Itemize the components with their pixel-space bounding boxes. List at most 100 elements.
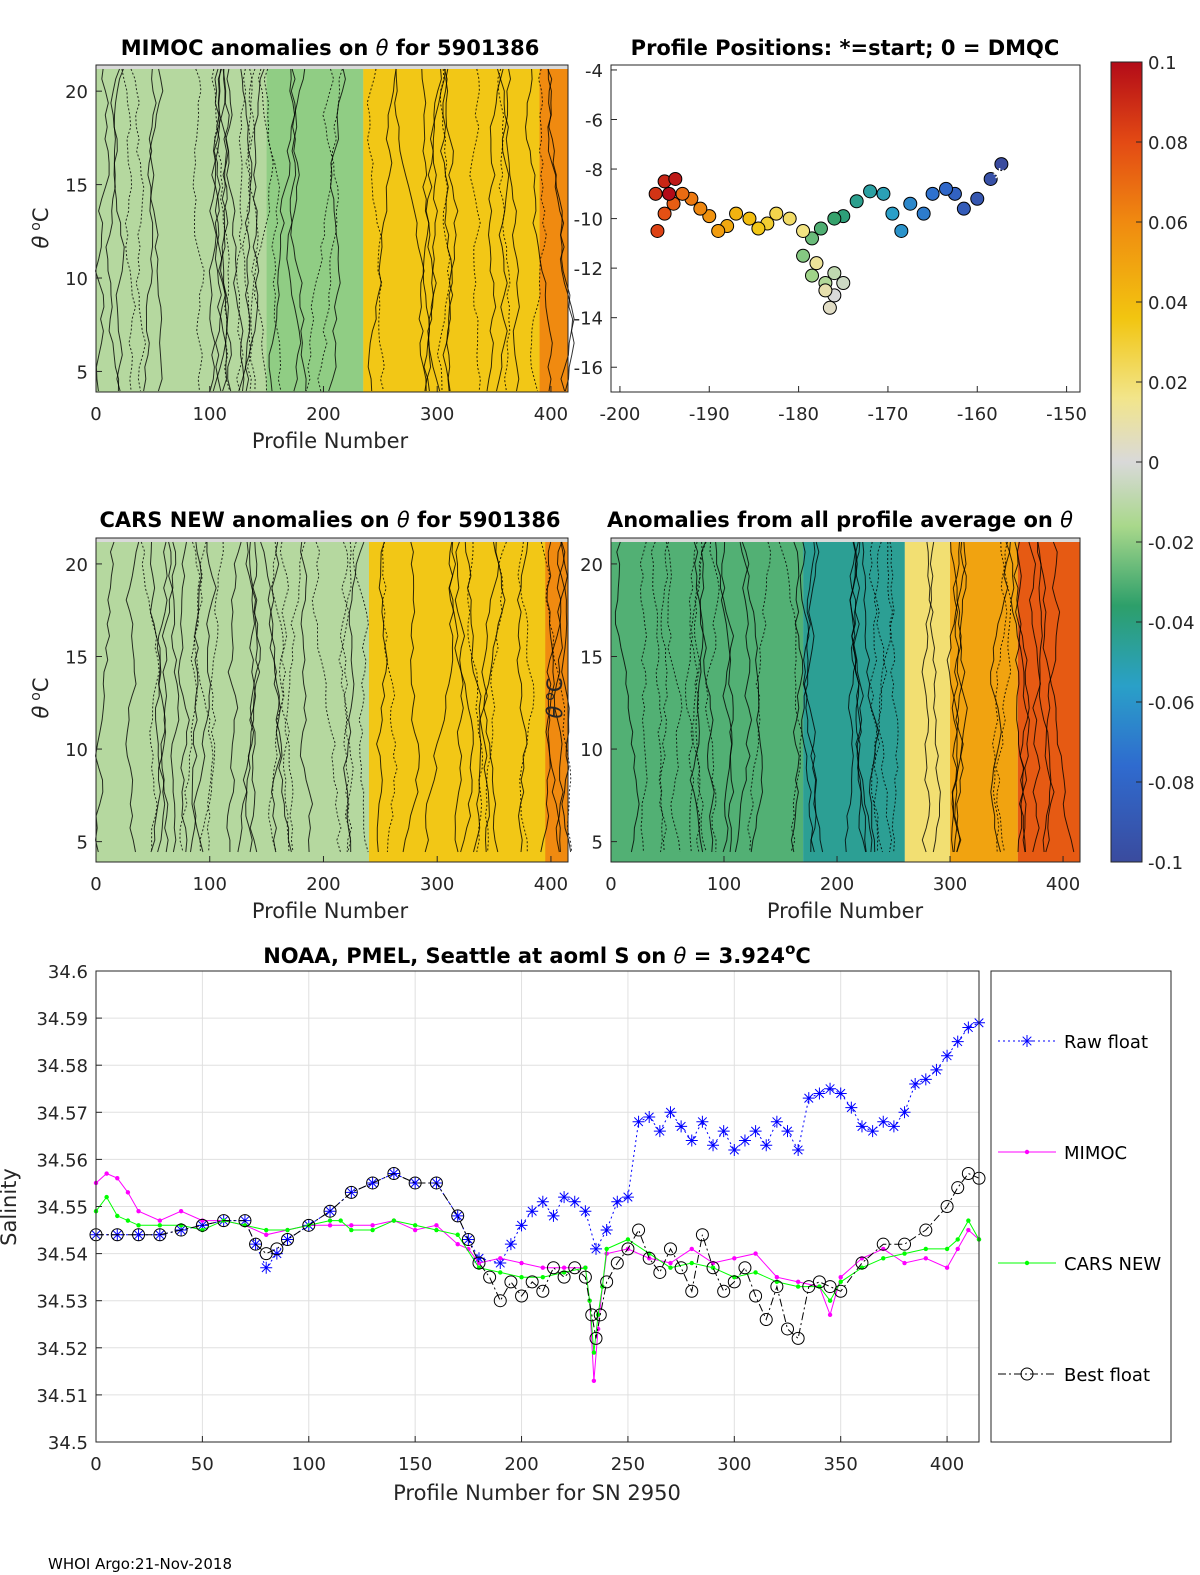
contour-line (328, 68, 346, 392)
contour-line (339, 541, 354, 853)
x-tick-label: 400 (1046, 874, 1080, 895)
cars-panel: CARS NEW anomalies on θ for 5901386 0 100… (28, 508, 573, 923)
contour-line (94, 68, 110, 392)
data-point (944, 1246, 950, 1252)
data-point (280, 1232, 294, 1246)
data-point (812, 1275, 826, 1289)
series-line-cars-new (95, 1196, 980, 1353)
profile-position-marker (693, 201, 708, 216)
data-point (753, 1270, 758, 1275)
data-point (898, 1106, 911, 1119)
contour-line (496, 68, 512, 392)
contour-line (140, 541, 160, 853)
contour-line (801, 541, 816, 853)
profile-position-marker (648, 186, 663, 201)
data-point (753, 1251, 758, 1256)
data-point (338, 1218, 343, 1223)
contour-line (952, 541, 968, 853)
contour-line (394, 68, 427, 392)
profile-position-marker (805, 231, 819, 246)
mimoc-panel: MIMOC anomalies on θ for 5901386 0 100 200… (28, 36, 575, 453)
data-point (519, 1260, 524, 1266)
data-point (834, 1087, 847, 1100)
contour-line (286, 68, 302, 392)
y-tick-label: 20 (580, 555, 603, 576)
profile-position-marker (916, 206, 931, 221)
contour-line (299, 541, 314, 853)
x-tick-label: -180 (778, 404, 819, 425)
heatmap-band (266, 69, 364, 392)
data-point (104, 1194, 109, 1200)
data-point (461, 1232, 475, 1246)
contour-line (486, 68, 501, 392)
data-point (561, 1265, 567, 1270)
colorbar-tick-label: 0.1 (1148, 53, 1177, 74)
profile-position-marker (885, 206, 900, 221)
contour-line (1008, 541, 1030, 853)
contour-line (844, 541, 860, 853)
data-point (327, 1223, 333, 1228)
data-point (941, 1049, 954, 1062)
mimoc-xlabel: Profile Number (252, 429, 409, 453)
data-point (217, 1214, 231, 1228)
contour-line (688, 541, 707, 853)
contour-line (149, 541, 166, 853)
y-tick-label: 34.52 (36, 1339, 88, 1360)
x-tick-label: 200 (820, 874, 854, 895)
data-point (540, 1265, 546, 1270)
contour-line (464, 541, 490, 853)
colorbar: 0.1 0.08 0.06 0.04 0.02 0 -0.02 -0.04 -0.06 -0.08… (1110, 53, 1195, 874)
y-tick-label: -12 (574, 259, 603, 280)
contour-line (267, 541, 286, 853)
contour-line (248, 68, 274, 392)
contour-line (954, 541, 967, 853)
data-point (429, 1176, 443, 1190)
data-point (838, 1279, 843, 1285)
data-point (557, 1270, 571, 1284)
data-point (540, 1274, 546, 1280)
legend-label: MIMOC (1064, 1143, 1127, 1164)
contour-line (226, 541, 242, 852)
data-point (323, 1204, 337, 1218)
x-tick-label: 300 (933, 874, 967, 895)
data-point (738, 1261, 752, 1275)
data-point (132, 1228, 145, 1241)
contour-line (213, 68, 228, 392)
axes-frame (95, 970, 980, 1443)
data-point (685, 1284, 699, 1298)
profile-position-marker (796, 248, 811, 263)
data-point (902, 1251, 907, 1256)
data-point (962, 1021, 975, 1034)
contour-line (105, 68, 120, 392)
positions-title: Profile Positions: *=start; 0 = DMQC (631, 36, 1060, 60)
x-tick-label: 150 (398, 1454, 432, 1475)
contour-line (113, 68, 125, 392)
colorbar-tick-label: 0.06 (1148, 213, 1188, 234)
colorbar-tick-label: 0 (1148, 453, 1159, 474)
contour-line (699, 541, 715, 853)
contour-line (950, 541, 962, 853)
axes-frame (95, 64, 569, 393)
data-point (494, 1257, 507, 1270)
data-point (370, 1223, 375, 1228)
contour-line (1037, 541, 1075, 853)
series-line-raw-float (96, 1022, 980, 1269)
contour-line (238, 68, 253, 392)
data-point (157, 1223, 163, 1228)
data-point (749, 1125, 762, 1138)
data-point (930, 1063, 943, 1076)
data-point (717, 1125, 730, 1138)
legend-label: Best float (1064, 1365, 1150, 1386)
contour-line (720, 541, 734, 853)
data-point (327, 1218, 333, 1223)
data-point (344, 1185, 358, 1199)
contour-line (143, 68, 164, 392)
contour-line (639, 541, 648, 853)
contour-line (376, 541, 388, 853)
contour-line (778, 541, 803, 853)
colorbar-tick-label: -0.08 (1148, 773, 1195, 794)
data-point (647, 1256, 652, 1261)
avg-panel: Anomalies from all profile average on θ … (542, 508, 1081, 923)
data-point (578, 1270, 592, 1284)
contour-line (1036, 541, 1052, 853)
